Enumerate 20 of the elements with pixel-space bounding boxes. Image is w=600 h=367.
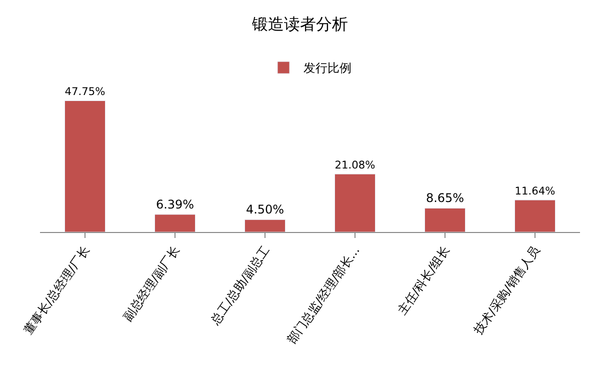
data-label: 21.08% <box>334 158 376 172</box>
bar <box>334 174 376 232</box>
bar <box>154 214 196 232</box>
data-label: 47.75% <box>64 85 106 98</box>
chart-title: 锻造读者分析 <box>251 14 348 34</box>
x-tick-label: 副总经理/副厂长 <box>120 244 182 324</box>
data-label: 8.65% <box>426 191 464 206</box>
data-label: 4.50% <box>246 202 284 217</box>
bar <box>514 200 556 232</box>
bar <box>244 219 286 232</box>
bar <box>424 208 466 232</box>
x-tick-label: 董事长/总经理/厂长 <box>21 244 92 337</box>
x-tick-label: 总工/总助/副总工 <box>208 244 272 328</box>
x-tick-label: 技术/采购/销售人员 <box>470 244 542 338</box>
data-label: 11.64% <box>514 184 556 198</box>
x-tick-label: 部门总监/经理/部长... <box>284 244 362 346</box>
x-tick-label: 主任/科长/组长 <box>394 244 452 318</box>
legend-label: 发行比例 <box>304 61 352 76</box>
bar <box>64 100 106 232</box>
data-label: 6.39% <box>156 197 194 212</box>
